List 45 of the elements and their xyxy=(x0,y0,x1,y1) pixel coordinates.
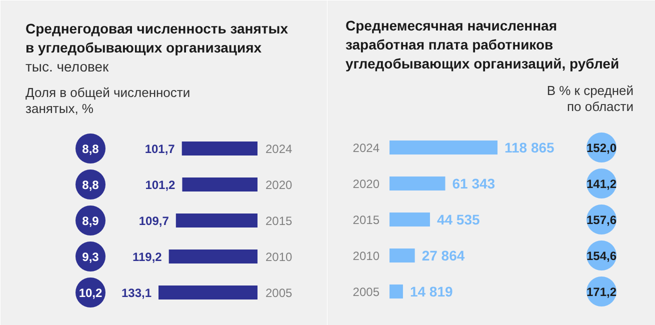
bar xyxy=(390,176,446,190)
text: 157,6 xyxy=(586,213,617,227)
data-label: 133,1 xyxy=(121,286,152,300)
chart-subtitle: тыс. человек xyxy=(26,58,110,74)
y-tick-label: 2015 xyxy=(352,213,380,227)
data-label: 119,2 xyxy=(132,250,162,264)
data-label: 101,2 xyxy=(145,178,176,192)
text: 152,0 xyxy=(586,141,617,155)
chart-title: Среднемесячная начисленная заработная плата работников угледобывающих организаций, рублей xyxy=(346,18,620,72)
y-tick-label: 2020 xyxy=(266,178,293,192)
text: 9,3 xyxy=(82,250,100,264)
data-label: 109,7 xyxy=(138,214,170,228)
bar xyxy=(182,142,258,156)
text: 10,2 xyxy=(78,286,103,300)
bar xyxy=(390,140,498,154)
data-label: 27 864 xyxy=(422,248,465,264)
data-label: 61 343 xyxy=(452,176,496,192)
data-label: 101,7 xyxy=(144,142,176,156)
text: 8,8 xyxy=(82,178,100,192)
text: 154,6 xyxy=(586,249,617,263)
data-label: 118 865 xyxy=(504,140,555,156)
text: 8,8 xyxy=(82,142,100,156)
bar xyxy=(168,250,258,264)
y-tick-label: 2010 xyxy=(266,250,293,264)
bar xyxy=(390,284,403,298)
bar xyxy=(176,214,258,228)
chart-title: Среднегодовая численность занятых в угледобывающих организациях xyxy=(26,20,288,56)
y-tick-label: 2020 xyxy=(352,177,380,191)
bar xyxy=(390,212,430,226)
text: 141,2 xyxy=(586,177,617,191)
text: Доля в общей численности занятых, % xyxy=(26,85,190,116)
y-tick-label: 2024 xyxy=(266,142,293,156)
y-tick-label: 2005 xyxy=(352,285,380,299)
data-label: 44 535 xyxy=(436,212,480,228)
y-tick-label: 2024 xyxy=(352,141,380,155)
y-tick-label: 2010 xyxy=(352,249,380,263)
text: В % к средней по области xyxy=(546,83,634,114)
bar xyxy=(158,286,258,300)
y-tick-label: 2005 xyxy=(266,286,293,300)
bar xyxy=(390,248,415,262)
text: 8,9 xyxy=(82,214,100,228)
data-label: 14 819 xyxy=(410,284,453,300)
y-tick-label: 2015 xyxy=(266,214,293,228)
text: 171,2 xyxy=(586,285,617,299)
bar xyxy=(182,178,258,192)
